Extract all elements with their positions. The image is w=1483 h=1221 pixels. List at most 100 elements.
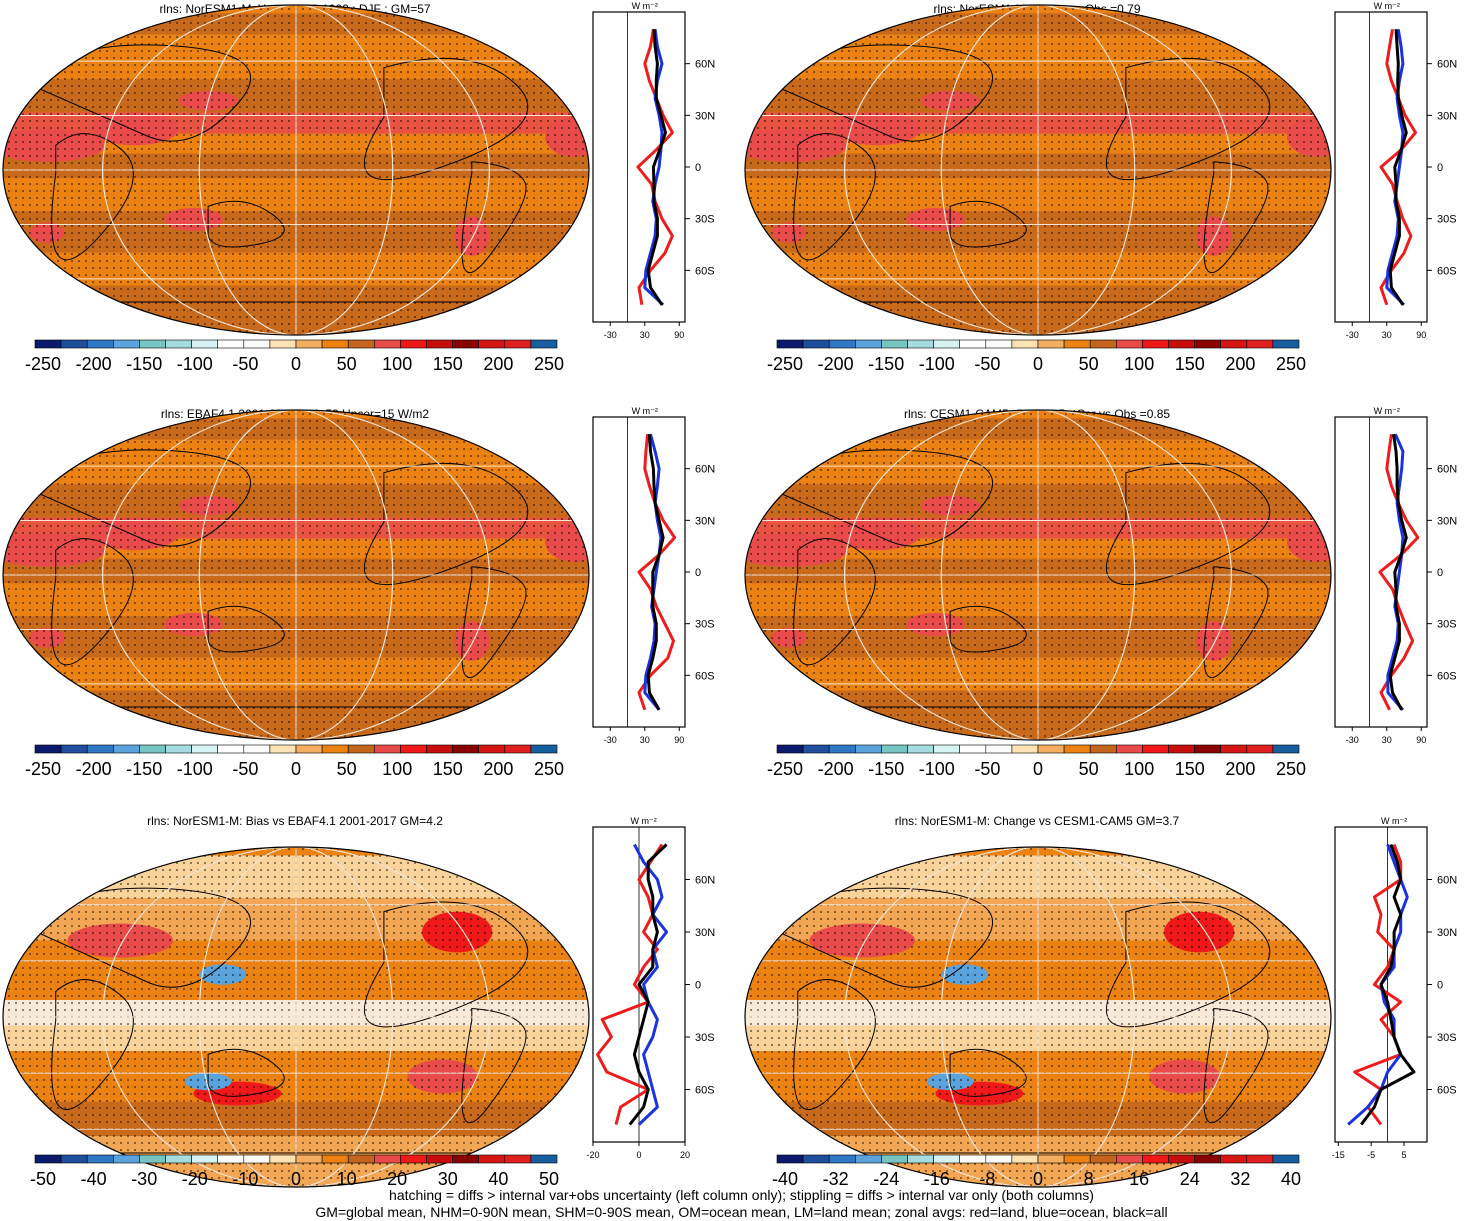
colorbar-swatch	[1089, 1154, 1117, 1164]
colorbar-swatch	[478, 744, 506, 754]
zonal-mean-plot: W m⁻² 60N 30N 0 30S 60S -30 30 90	[592, 406, 715, 745]
zonal-y-tick-label: 30N	[695, 110, 715, 122]
zonal-y-tick-label: 60N	[1437, 464, 1457, 476]
longitude-line	[844, 847, 1232, 1187]
zonal-y-tick-label: 30N	[695, 927, 715, 939]
colorbar-swatch	[60, 744, 88, 754]
colorbar-tick-label: 200	[483, 759, 513, 779]
colorbar-swatch	[165, 1154, 192, 1164]
colorbar-swatch	[321, 339, 349, 349]
colorbar-swatch	[933, 339, 961, 349]
colorbar-tick-label: 100	[382, 759, 412, 779]
zonal-y-tick-label: 0	[695, 567, 701, 579]
colorbar-swatch	[1115, 744, 1143, 754]
zonal-x-tick-label: -30	[604, 735, 617, 745]
colorbar-swatch	[1168, 744, 1195, 754]
colorbar-tick-label: 200	[1225, 759, 1255, 779]
world-map: -250 -200 -150 -100 -50 0 50 100 150 200 250 W m⁻² 6…	[2, 1, 715, 374]
zonal-y-tick-label: 60S	[695, 265, 715, 277]
colorbar-swatch	[295, 339, 323, 349]
panel-3: rlns: CESM1-CAM5: GM=54 PatCor vs Obs =0…	[742, 405, 1483, 805]
map-field	[745, 410, 1331, 740]
colorbar-swatch	[1089, 744, 1117, 754]
zonal-series-ocean	[633, 843, 669, 1126]
colorbar-swatch	[1063, 1154, 1091, 1164]
colorbar-swatch	[881, 1154, 908, 1164]
colorbar-tick-label: -10	[232, 1169, 258, 1189]
colorbar-swatch	[191, 744, 219, 754]
colorbar-tick-label: -250	[25, 759, 61, 779]
colorbar-swatch	[881, 339, 908, 349]
zonal-x-tick-label: -15	[1332, 1150, 1345, 1160]
colorbar-swatch	[828, 1154, 856, 1164]
zonal-series-ocean	[643, 433, 663, 711]
colorbar-swatch	[60, 1154, 88, 1164]
colorbar-tick-label: 20	[387, 1169, 407, 1189]
colorbar-tick-label: 8	[1084, 1169, 1094, 1189]
map-field	[745, 5, 1331, 335]
colorbar-tick-label: -100	[919, 354, 955, 374]
colorbar-swatch	[1089, 339, 1117, 349]
colorbar-swatch	[1194, 1154, 1222, 1164]
colorbar-swatch	[1220, 744, 1248, 754]
colorbar-tick-label: 0	[291, 354, 301, 374]
zonal-series-land	[1353, 843, 1403, 1126]
colorbar-tick-label: -8	[979, 1169, 995, 1189]
map-title: rlns: NorESM1-M: Bias vs EBAF4.1 2001-20…	[147, 814, 443, 828]
colorbar-swatch	[1063, 744, 1091, 754]
zonal-x-tick-label: -30	[1346, 735, 1359, 745]
zonal-series-all	[628, 843, 668, 1126]
zonal-series-all	[1388, 433, 1408, 711]
colorbar-swatch	[139, 339, 166, 349]
colorbar-swatch	[881, 744, 908, 754]
zonal-units: W m⁻²	[630, 816, 656, 826]
colorbar-tick-label: 50	[337, 759, 357, 779]
colorbar-swatch	[959, 339, 987, 349]
colorbar-tick-label: 150	[433, 759, 463, 779]
zonal-series-ocean	[1386, 433, 1405, 711]
colorbar-swatch	[34, 744, 62, 754]
colorbar-swatch	[34, 339, 62, 349]
colorbar-swatch	[907, 339, 934, 349]
colorbar-swatch	[426, 1154, 453, 1164]
colorbar-tick-label: -50	[974, 759, 1000, 779]
colorbar-tick-label: 0	[291, 759, 301, 779]
colorbar-tick-label: -50	[232, 759, 258, 779]
zonal-y-tick-label: 60N	[1437, 875, 1457, 887]
colorbar-swatch	[1115, 1154, 1143, 1164]
colorbar-swatch	[243, 1154, 271, 1164]
zonal-x-tick-label: 30	[1382, 735, 1392, 745]
colorbar-swatch	[855, 339, 882, 349]
colorbar-swatch	[269, 1154, 297, 1164]
world-map: -50 -40 -30 -20 -10 0 10 20 30 40 50 W m⁻² 60N 30N 0 30…	[2, 816, 715, 1189]
zonal-units: W m⁻²	[632, 1, 658, 11]
colorbar-swatch	[504, 744, 532, 754]
colorbar-swatch	[478, 339, 506, 349]
colorbar-swatch	[113, 339, 140, 349]
longitude-line	[940, 410, 1136, 740]
colorbar-swatch	[802, 744, 830, 754]
colorbar-swatch	[855, 744, 882, 754]
colorbar-swatch	[373, 339, 401, 349]
zonal-x-tick-label: 20	[680, 1150, 690, 1160]
zonal-y-tick-label: 60N	[695, 464, 715, 476]
colorbar-swatch	[139, 1154, 166, 1164]
map-border	[744, 4, 1332, 336]
colorbar-swatch	[530, 1154, 558, 1164]
zonal-y-tick-label: 30N	[1437, 110, 1457, 122]
colorbar-tick-label: 200	[1225, 354, 1255, 374]
zonal-units: W m⁻²	[1374, 1, 1400, 11]
zonal-series-all	[646, 29, 667, 306]
colorbar-swatch	[504, 339, 532, 349]
colorbar-tick-label: -100	[177, 354, 213, 374]
zonal-x-tick-label: 90	[1416, 735, 1426, 745]
colorbar-swatch	[1272, 339, 1300, 349]
zonal-y-tick-label: 30N	[1437, 515, 1457, 527]
zonal-y-tick-label: 60S	[1437, 1085, 1457, 1097]
colorbar-tick-label: -250	[767, 759, 803, 779]
colorbar-swatch	[933, 1154, 961, 1164]
colorbar-tick-label: 150	[1175, 759, 1205, 779]
colorbar-swatch	[400, 339, 427, 349]
colorbar-tick-label: -250	[767, 354, 803, 374]
colorbar-swatch	[191, 1154, 219, 1164]
